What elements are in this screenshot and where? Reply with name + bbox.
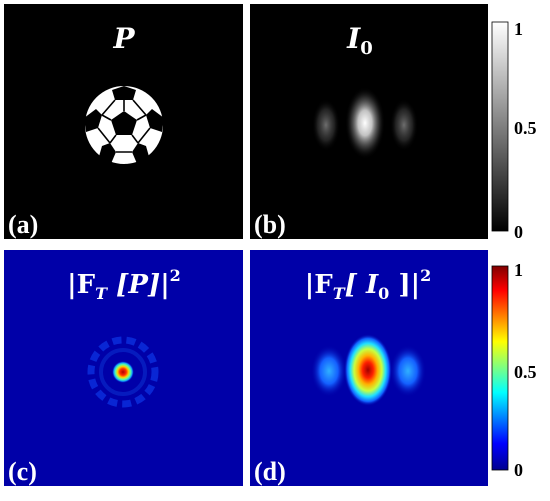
diffraction-ring: [87, 336, 159, 408]
panel-d-label: (d): [254, 457, 286, 486]
spectrum-side-lobe: [311, 345, 347, 397]
panel-a-label: (a): [8, 210, 38, 239]
soccer-ball-icon: [83, 84, 165, 166]
colorbar-gray-bar: [491, 21, 509, 232]
colorbar-gray-tick-mid: 0.5: [514, 118, 537, 138]
panel-d-title: |FT[ I0 ]|2: [305, 266, 431, 303]
panel-d: |FT[ I0 ]|2 (d): [250, 250, 488, 486]
speckle-side-lobe: [312, 99, 340, 151]
central-peak: [112, 361, 134, 383]
speckle-main-lobe: [345, 87, 385, 159]
spectrum-side-lobe: [390, 345, 426, 397]
panel-a-title: P: [112, 22, 135, 55]
colorbar-gray-tick-min: 0: [514, 222, 523, 242]
panel-b: I0 (b): [250, 4, 488, 239]
colorbar-jet-bar: [491, 265, 509, 471]
panel-c-label: (c): [8, 457, 37, 486]
colorbar-gray-tick-max: 1: [514, 19, 523, 39]
spectrum-main-lobe: [344, 334, 392, 406]
panel-a: P: [4, 4, 243, 239]
panel-c: |FT [P]|2 (c): [4, 250, 243, 486]
colorbar-jet-tick-min: 0: [514, 460, 523, 480]
colorbar-jet-tick-mid: 0.5: [514, 362, 537, 382]
speckle-side-lobe: [390, 99, 418, 151]
colorbar-jet-tick-max: 1: [514, 260, 523, 280]
panel-c-title: |FT [P]|2: [67, 266, 181, 303]
panel-b-label: (b): [254, 210, 286, 239]
colorbar-jet: 1 0.5 0: [491, 260, 537, 480]
panel-b-title: I0: [346, 22, 373, 59]
colorbar-gray: 1 0.5 0: [491, 19, 537, 242]
